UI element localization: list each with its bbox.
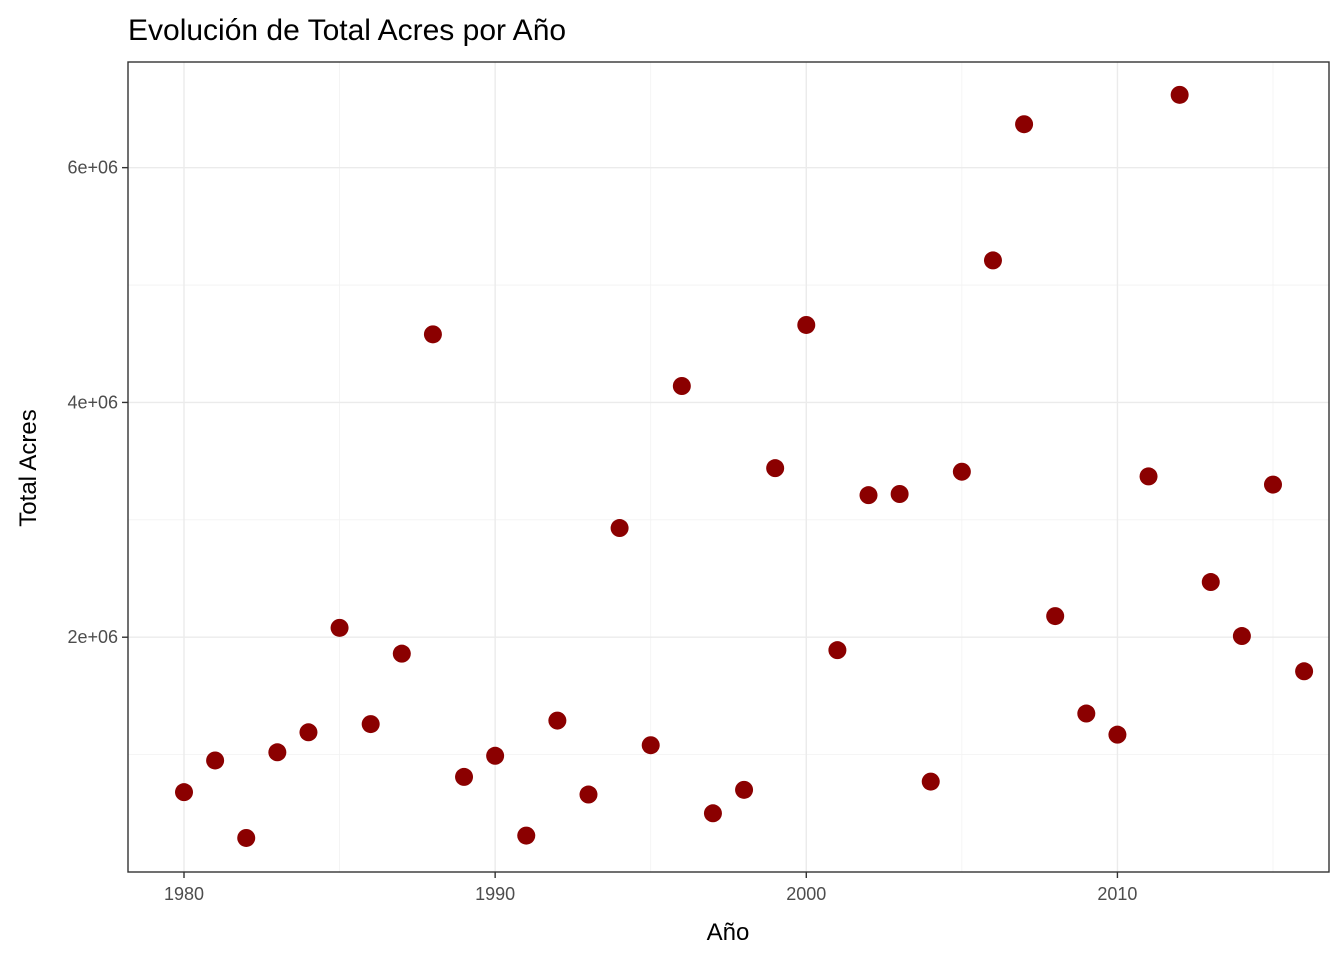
y-tick-label: 2e+06 (67, 627, 118, 647)
x-tick-label: 2000 (786, 884, 826, 904)
chart-title: Evolución de Total Acres por Año (128, 14, 566, 47)
data-point (828, 641, 847, 660)
data-point (455, 767, 474, 786)
data-point (548, 711, 567, 730)
data-point (1077, 704, 1096, 723)
y-tick-label: 6e+06 (67, 158, 118, 178)
y-tick-label: 4e+06 (67, 392, 118, 412)
data-point (1139, 467, 1158, 486)
data-point (1263, 475, 1282, 494)
data-point (641, 736, 660, 755)
data-point (423, 325, 442, 344)
data-point (1046, 607, 1065, 626)
data-point (797, 315, 816, 334)
data-point (486, 746, 505, 765)
x-tick-label: 1980 (164, 884, 204, 904)
x-axis-title: Año (707, 919, 750, 946)
data-points (175, 85, 1314, 847)
data-point (952, 462, 971, 481)
y-axis-title: Total Acres (15, 409, 42, 526)
data-point (579, 785, 598, 804)
data-point (206, 751, 225, 770)
minor-gridlines (128, 62, 1329, 872)
data-point (517, 826, 536, 845)
data-point (890, 485, 909, 503)
data-point (983, 251, 1002, 270)
data-point (361, 715, 380, 734)
data-point (1015, 115, 1034, 134)
data-point (735, 780, 754, 799)
data-point (921, 772, 940, 791)
x-axis: 1980 1990 2000 2010 (164, 872, 1137, 904)
data-point (1295, 662, 1314, 681)
data-point (766, 459, 785, 478)
x-tick-label: 2010 (1097, 884, 1137, 904)
data-point (175, 783, 194, 802)
data-point (237, 828, 256, 847)
y-axis: 2e+06 4e+06 6e+06 (67, 158, 128, 647)
data-point (859, 486, 878, 505)
data-point (610, 519, 629, 538)
data-point (703, 804, 722, 823)
data-point (672, 377, 691, 395)
plot-panel (127, 61, 1330, 873)
data-point (1201, 573, 1220, 592)
x-tick-label: 1990 (475, 884, 515, 904)
data-point (330, 618, 349, 637)
data-point (1232, 627, 1251, 646)
data-point (1108, 725, 1127, 744)
major-gridlines (128, 62, 1329, 872)
data-point (1170, 85, 1189, 104)
data-point (299, 723, 318, 742)
data-point (392, 644, 411, 663)
data-point (268, 743, 287, 762)
